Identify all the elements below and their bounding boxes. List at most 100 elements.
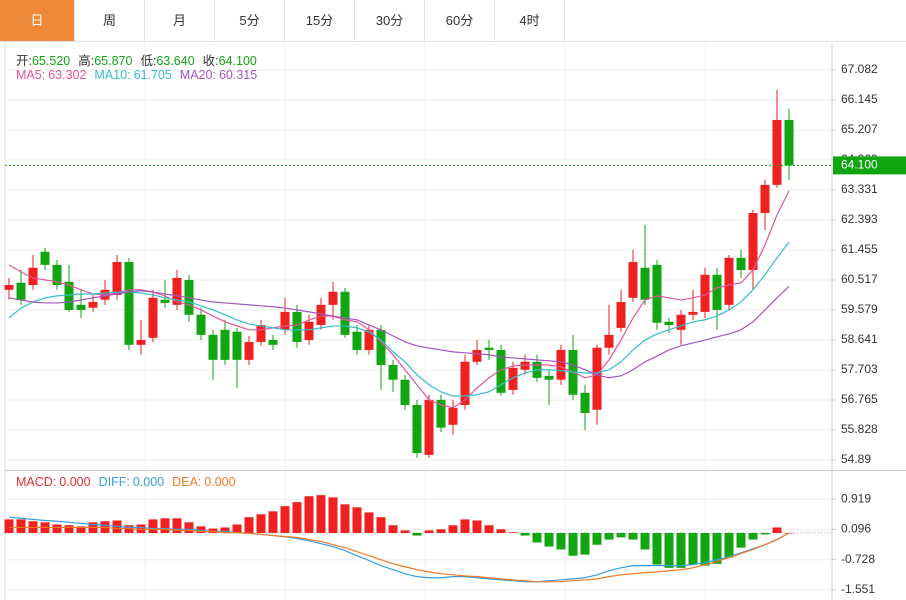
macd-bar <box>148 519 158 533</box>
info-label: 收: <box>202 54 219 68</box>
candle-body <box>736 257 746 270</box>
macd-bar <box>472 520 482 533</box>
indicator-line <box>8 241 790 397</box>
macd-bar <box>448 525 458 533</box>
legend-value: 0.000 <box>132 475 165 489</box>
legend-item: DEA: 0.000 <box>172 475 235 489</box>
period-tab[interactable]: 30分 <box>355 0 425 41</box>
macd-bar <box>736 532 746 548</box>
macd-bar <box>460 519 470 533</box>
candle-body <box>664 321 674 325</box>
frame <box>4 42 906 600</box>
legend-item: MA20: 60.315 <box>180 68 257 82</box>
y-tick-label: 58.641 <box>841 332 878 346</box>
legend-name: MACD: <box>16 475 57 489</box>
macd-bar <box>628 532 638 540</box>
candle-body <box>652 264 662 323</box>
indicator-line <box>9 526 790 583</box>
macd-bar <box>772 527 782 533</box>
info-item: 高:65.870 <box>78 54 132 68</box>
macd-bar <box>64 525 74 533</box>
macd-bar <box>16 519 26 533</box>
info-item: 低:63.640 <box>140 54 194 68</box>
legend-name: DEA: <box>172 475 202 489</box>
candle-body <box>40 251 50 265</box>
candle-body <box>400 379 410 405</box>
macd-bar <box>520 532 530 536</box>
y-tick-label: 67.082 <box>841 62 878 76</box>
macd-bar <box>208 528 218 533</box>
candle-body <box>604 334 614 348</box>
macd-bar <box>184 522 194 533</box>
candle-body <box>220 329 230 360</box>
candle-body <box>484 347 494 350</box>
period-tab[interactable]: 15分 <box>285 0 355 41</box>
candle-body <box>208 334 218 360</box>
candle-body <box>28 267 38 286</box>
info-value: 64.100 <box>218 54 257 68</box>
period-tab[interactable]: 日 <box>0 0 75 41</box>
period-tab[interactable]: 4时 <box>495 0 565 41</box>
macd-bar <box>376 517 386 533</box>
macd-bar <box>712 532 722 564</box>
candle-body <box>772 119 782 185</box>
candle-body <box>256 324 266 342</box>
candle-body <box>700 274 710 312</box>
legend-item: DIFF: 0.000 <box>99 475 165 489</box>
macd-bar <box>340 504 350 533</box>
candle-body <box>340 291 350 335</box>
candle-body <box>676 314 686 330</box>
candle-body <box>172 277 182 305</box>
y-tick-label: 60.517 <box>841 272 878 286</box>
macd-bar <box>220 527 230 533</box>
period-tab[interactable]: 60分 <box>425 0 495 41</box>
info-item: 开:65.520 <box>16 54 70 68</box>
macd-bar <box>364 512 374 533</box>
candle-body <box>196 314 206 335</box>
info-label: 开: <box>16 54 32 68</box>
macd-bar <box>760 532 770 535</box>
candle-body <box>280 311 290 330</box>
macd-bar <box>352 507 362 533</box>
macd-bar <box>508 532 518 533</box>
legend-value: 61.705 <box>133 68 172 82</box>
legend-name: MA10: <box>94 68 131 82</box>
y-tick-label: -1.551 <box>841 582 875 596</box>
candle-body <box>460 361 470 405</box>
period-tab[interactable]: 周 <box>75 0 145 41</box>
macd-bar <box>388 525 398 533</box>
y-tick-label: 0.919 <box>841 491 871 505</box>
legend-item: MA5: 63.302 <box>16 68 86 82</box>
macd-bar <box>244 517 254 533</box>
macd-bar <box>544 532 554 547</box>
candle-body <box>304 321 314 341</box>
candle-body <box>616 301 626 328</box>
candle-body <box>4 285 14 290</box>
macd-bar <box>292 502 302 533</box>
candle-body <box>496 349 506 393</box>
macd-bar <box>52 524 62 533</box>
info-item: 收:64.100 <box>203 54 257 68</box>
macd-bar <box>232 524 242 533</box>
macd-bar <box>412 532 422 536</box>
legend-item: MA10: 61.705 <box>94 68 171 82</box>
macd-bar <box>256 514 266 533</box>
ma-legend: MA5: 63.302 MA10: 61.705 MA20: 60.315 <box>16 68 265 82</box>
macd-bar <box>580 532 590 555</box>
candle-body <box>412 404 422 453</box>
period-tab[interactable]: 5分 <box>215 0 285 41</box>
candle-body <box>472 349 482 362</box>
macd-bar <box>436 529 446 533</box>
candle-body <box>64 281 74 310</box>
candle-body <box>316 304 326 325</box>
y-tick-label: 54.89 <box>841 452 871 466</box>
macd-bar <box>748 532 758 540</box>
candle-body <box>520 361 530 370</box>
y-tick-label: 0.096 <box>841 522 871 536</box>
y-tick-label: 63.331 <box>841 182 878 196</box>
candle-body <box>136 340 146 345</box>
period-tab[interactable]: 月 <box>145 0 215 41</box>
macd-bar <box>724 532 734 558</box>
